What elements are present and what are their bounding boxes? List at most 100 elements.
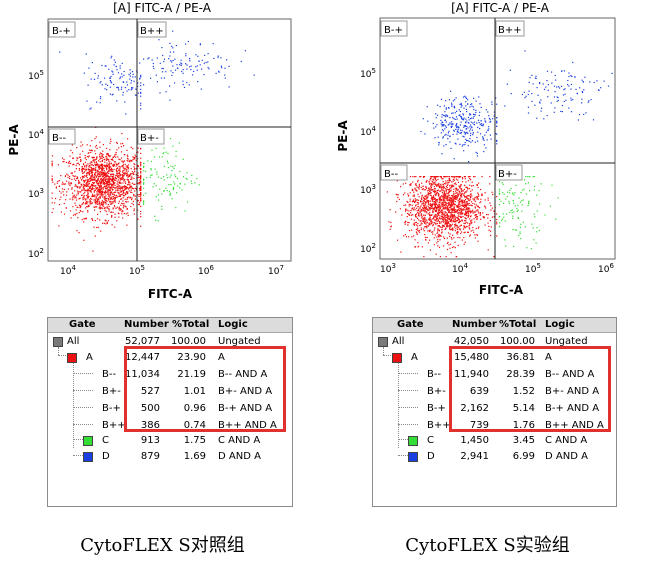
scatter-point: [95, 146, 97, 148]
scatter-point: [457, 204, 459, 206]
scatter-point: [116, 149, 118, 151]
scatter-point: [82, 144, 84, 146]
scatter-point: [82, 183, 84, 185]
scatter-point: [469, 218, 471, 220]
scatter-point: [460, 195, 462, 197]
scatter-point: [483, 144, 485, 146]
scatter-point: [123, 179, 126, 181]
scatter-point: [470, 193, 472, 195]
table-row[interactable]: D 2,941 6.99 D AND A: [373, 451, 616, 463]
scatter-point: [112, 170, 114, 172]
table-row[interactable]: B-+ 500 0.96 B-+ AND A: [48, 403, 292, 415]
scatter-point: [125, 192, 127, 194]
scatter-point: [143, 58, 145, 60]
table-row[interactable]: D 879 1.69 D AND A: [48, 451, 292, 463]
scatter-point: [123, 70, 125, 73]
scatter-point: [435, 208, 437, 210]
scatter-point: [415, 190, 417, 192]
scatter-point: [205, 61, 207, 64]
scatter-point: [436, 242, 438, 244]
scatter-point: [483, 139, 485, 141]
scatter-point: [451, 112, 453, 114]
scatter-point: [412, 181, 414, 183]
scatter-point: [423, 199, 425, 201]
scatter-point: [220, 65, 222, 67]
table-row[interactable]: All 42,050 100.00 Ungated: [373, 336, 616, 348]
scatter-point: [110, 169, 112, 171]
scatter-point: [567, 84, 569, 86]
scatter-point: [176, 177, 178, 180]
scatter-point: [93, 206, 95, 208]
scatter-point: [106, 222, 108, 224]
scatter-point: [198, 60, 200, 62]
scatter-point: [91, 187, 94, 189]
scatter-point: [102, 144, 104, 146]
scatter-point: [438, 208, 440, 210]
scatter-point: [454, 204, 456, 206]
scatter-point: [98, 207, 100, 209]
scatter-point: [414, 188, 416, 190]
scatter-point: [77, 187, 79, 189]
scatter-point: [460, 211, 462, 213]
scatter-point: [442, 206, 444, 208]
scatter-point: [419, 206, 421, 208]
table-row[interactable]: All 52,077 100.00 Ungated: [48, 336, 292, 348]
scatter-point: [95, 169, 97, 172]
scatter-point: [451, 246, 454, 249]
scatter-point: [102, 167, 104, 169]
scatter-point: [78, 169, 80, 171]
table-row[interactable]: B+- 639 1.52 B+- AND A: [373, 386, 616, 398]
scatter-point: [478, 195, 480, 197]
scatter-point: [109, 161, 111, 163]
scatter-point: [104, 193, 106, 195]
scatter-point: [462, 178, 464, 180]
scatter-point: [436, 200, 438, 202]
scatter-point: [91, 161, 93, 164]
table-row[interactable]: C 913 1.75 C AND A: [48, 435, 292, 447]
scatter-point: [466, 211, 468, 213]
scatter-point: [441, 232, 443, 234]
scatter-point: [583, 89, 585, 91]
scatter-point: [51, 179, 53, 181]
scatter-point: [449, 224, 451, 226]
scatter-point: [442, 224, 444, 226]
scatter-point: [448, 203, 450, 205]
table-row[interactable]: B+- 527 1.01 B+- AND A: [48, 386, 292, 398]
scatter-point: [180, 64, 182, 67]
scatter-point: [92, 185, 94, 187]
scatter-point: [123, 180, 125, 182]
scatter-point: [98, 166, 100, 168]
scatter-point: [521, 93, 523, 96]
scatter-point: [456, 126, 458, 129]
scatter-point: [97, 77, 99, 79]
scatter-point: [444, 201, 446, 203]
scatter-point: [438, 230, 440, 232]
scatter-point: [132, 159, 134, 161]
table-row[interactable]: A 15,480 36.81 A: [373, 352, 616, 364]
scatter-point: [105, 175, 107, 177]
table-row[interactable]: B++ 386 0.74 B++ AND A: [48, 420, 292, 432]
scatter-point: [91, 173, 93, 175]
table-row[interactable]: B++ 739 1.76 B++ AND A: [373, 420, 616, 432]
scatter-point: [458, 114, 460, 117]
scatter-point: [101, 167, 103, 169]
scatter-point: [99, 203, 101, 205]
scatter-point: [479, 207, 481, 209]
table-row[interactable]: B-+ 2,162 5.14 B-+ AND A: [373, 403, 616, 415]
scatter-point: [105, 83, 107, 85]
scatter-point: [107, 204, 109, 206]
scatter-point: [443, 186, 445, 189]
table-row[interactable]: A 12,447 23.90 A: [48, 352, 292, 364]
scatter-point: [410, 183, 412, 185]
scatter-point: [115, 165, 117, 167]
table-row[interactable]: B-- 11,034 21.19 B-- AND A: [48, 369, 292, 381]
scatter-point: [104, 161, 106, 163]
scatter-point: [179, 182, 181, 184]
scatter-point: [449, 207, 451, 209]
table-row[interactable]: C 1,450 3.45 C AND A: [373, 435, 616, 447]
scatter-point: [122, 170, 124, 172]
scatter-point: [496, 213, 498, 215]
scatter-point: [443, 183, 446, 185]
table-row[interactable]: B-- 11,940 28.39 B-- AND A: [373, 369, 616, 381]
scatter-point: [92, 159, 94, 161]
